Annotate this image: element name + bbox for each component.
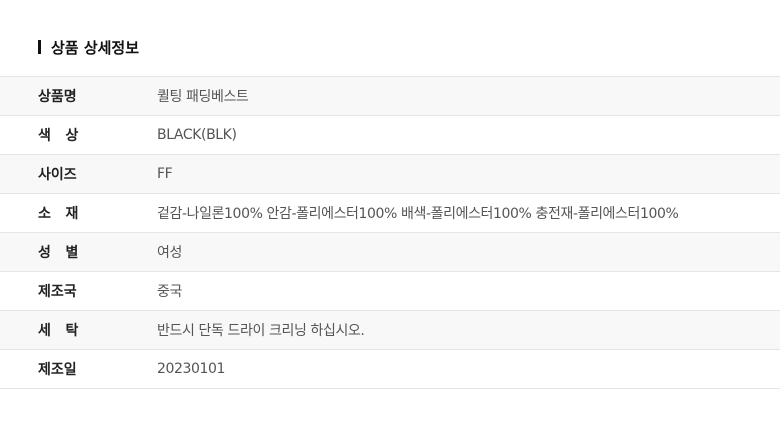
row-label: 색 상 <box>38 128 79 144</box>
row-value: 여성 <box>157 245 182 261</box>
table-row: 성 별 여성 <box>0 232 780 272</box>
section-title: 상품 상세정보 <box>38 37 139 57</box>
row-label: 제조국 <box>38 284 77 300</box>
table-row: 제조일 20230101 <box>0 349 780 389</box>
product-detail-table: 상품명 퀼팅 패딩베스트 색 상 BLACK(BLK) 사이즈 FF 소 재 겉감-나일… <box>0 76 780 389</box>
row-label: 성 별 <box>38 245 79 261</box>
row-label: 사이즈 <box>38 167 77 183</box>
title-bar-icon <box>38 40 41 54</box>
row-label: 제조일 <box>38 362 77 378</box>
table-row: 제조국 중국 <box>0 271 780 311</box>
row-value: BLACK(BLK) <box>157 127 237 143</box>
row-label: 세 탁 <box>38 323 79 339</box>
row-value: 20230101 <box>157 361 226 377</box>
row-label: 소 재 <box>38 206 79 222</box>
table-row: 사이즈 FF <box>0 154 780 194</box>
table-row: 상품명 퀼팅 패딩베스트 <box>0 76 780 116</box>
row-value: FF <box>157 166 173 182</box>
table-row: 소 재 겉감-나일론100% 안감-폴리에스터100% 배색-폴리에스터100% … <box>0 193 780 233</box>
section-title-text: 상품 상세정보 <box>51 38 140 57</box>
row-value: 중국 <box>157 284 182 300</box>
table-row: 색 상 BLACK(BLK) <box>0 115 780 155</box>
row-value: 퀼팅 패딩베스트 <box>157 89 249 105</box>
table-row: 세 탁 반드시 단독 드라이 크리닝 하십시오. <box>0 310 780 350</box>
row-value: 겉감-나일론100% 안감-폴리에스터100% 배색-폴리에스터100% 충전재… <box>157 206 679 222</box>
row-label: 상품명 <box>38 89 77 105</box>
row-value: 반드시 단독 드라이 크리닝 하십시오. <box>157 323 365 339</box>
